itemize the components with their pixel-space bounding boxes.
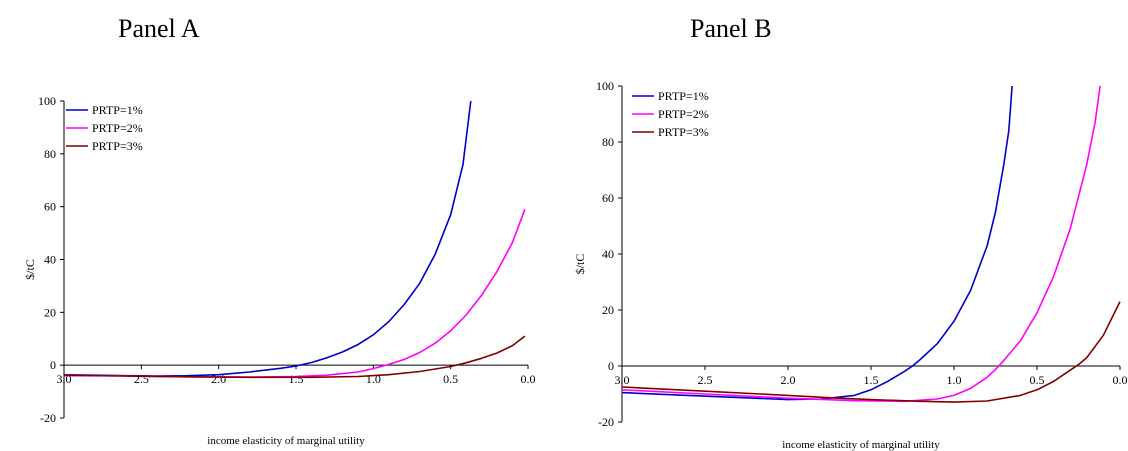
y-tick-label: 40 [44,253,56,267]
x-axis-label: income elasticity of marginal utility [207,435,365,447]
panel-b-title: Panel B [690,14,772,43]
x-tick-label: 2.0 [211,372,226,386]
x-tick-label: 1.5 [864,373,879,387]
series-line-prtp-3 [621,301,1121,403]
x-tick-label: 2.5 [698,373,713,387]
y-tick-label: 80 [44,147,56,161]
x-tick-label: 1.5 [289,372,304,386]
y-tick-label: 40 [602,247,614,261]
legend-label-2: PRTP=2% [658,107,709,121]
y-tick-label: -20 [598,415,614,429]
x-axis-label: income elasticity of marginal utility [782,439,940,451]
y-tick-label: 60 [602,191,614,205]
legend-label-1: PRTP=1% [92,103,143,117]
x-tick-label: 0.5 [443,372,458,386]
x-tick-label: 3.0 [615,373,630,387]
y-tick-label: 100 [38,94,56,108]
y-tick-label: -20 [40,411,56,425]
y-tick-label: 60 [44,200,56,214]
y-tick-label: 0 [608,359,614,373]
x-tick-label: 0.0 [1113,373,1128,387]
legend-label-1: PRTP=1% [658,89,709,103]
series-line-prtp-2 [63,209,526,378]
y-tick-label: 80 [602,135,614,149]
y-tick-label: 20 [44,305,56,319]
series-line-prtp-3 [63,335,526,379]
series-line-prtp-1 [621,85,1013,401]
legend-label-3: PRTP=3% [92,139,143,153]
x-tick-label: 2.5 [134,372,149,386]
panel-a-title: Panel A [118,14,200,43]
y-tick-label: 100 [596,79,614,93]
legend-label-2: PRTP=2% [92,121,143,135]
chart-panel-1: -20 0 20 40 60 80 100 3.0 2.5 2.0 1.5 1.0 0.5 0.0 inco… [573,79,1128,451]
y-axis-label: $/tC [573,254,587,275]
x-tick-label: 2.0 [781,373,796,387]
y-tick-label: 20 [602,303,614,317]
y-tick-label: 0 [50,358,56,372]
x-tick-label: 0.5 [1030,373,1045,387]
y-axis-label: $/tC [23,259,37,280]
x-tick-label: 0.0 [521,372,536,386]
series-line-prtp-2 [621,85,1101,403]
x-tick-label: 1.0 [947,373,962,387]
legend-label-3: PRTP=3% [658,125,709,139]
x-tick-label: 1.0 [366,372,381,386]
